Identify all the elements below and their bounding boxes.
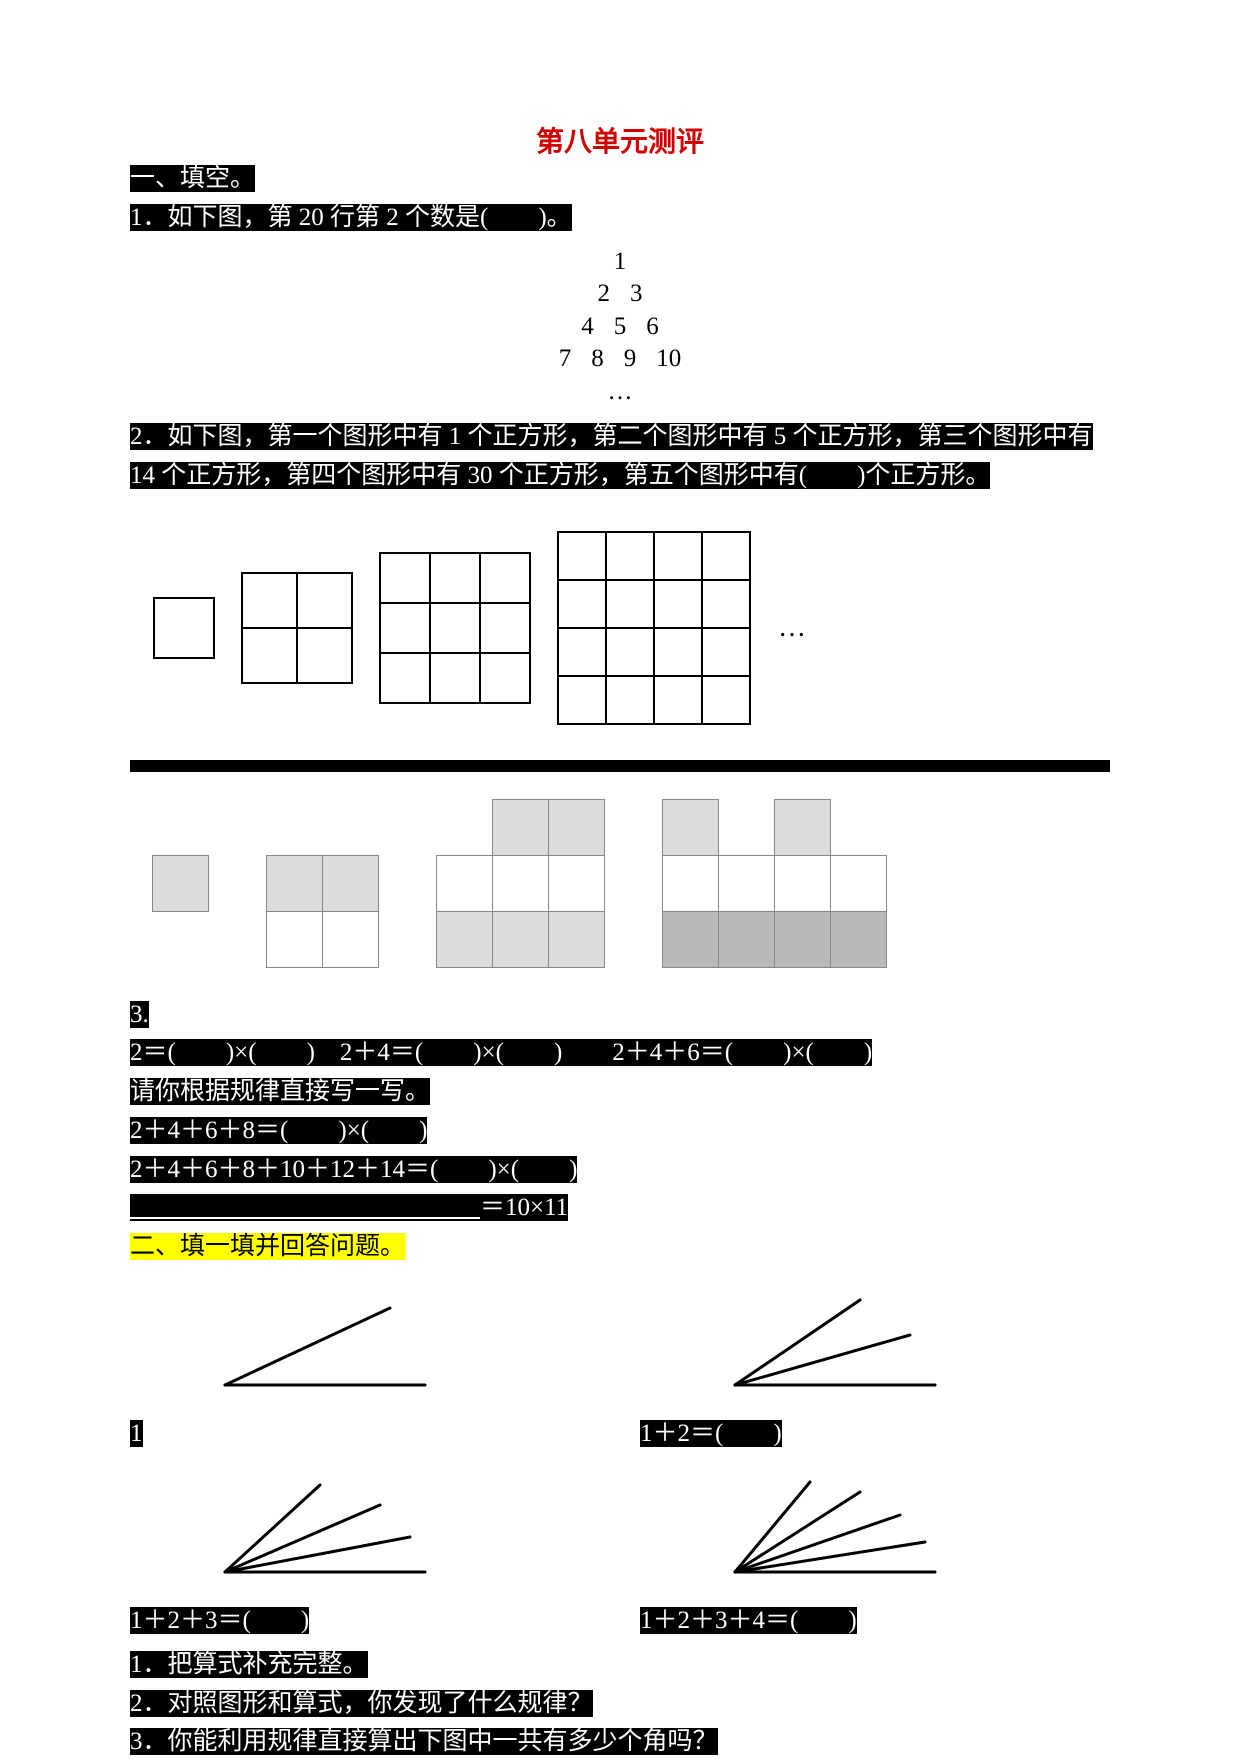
q2-text: 2．如下图，第一个图形中有 1 个正方形，第二个图形中有 5 个正方形，第三个图…: [130, 423, 1093, 489]
q3-line3: 2＋4＋6＋8＝( )×( ): [130, 1117, 427, 1144]
section1-heading: 一、填空。: [130, 165, 255, 192]
p1: 1．把算式补充完整。: [130, 1651, 368, 1678]
number-triangle: 1 23 456 78910 …: [130, 246, 1110, 409]
angle-icon: [700, 1290, 960, 1400]
ellipsis: …: [778, 612, 808, 644]
caption-d: 1＋2＋3＋4＝( ): [640, 1607, 857, 1634]
angle-icon: [700, 1477, 960, 1587]
p2: 2．对照图形和算式，你发现了什么规律？: [130, 1690, 593, 1717]
caption-a: 1: [130, 1420, 143, 1447]
q2-figure: …: [130, 504, 1110, 752]
angle-icon: [190, 1477, 450, 1587]
q3-line1: 2＝( )×( ) 2＋4＝( )×( ) 2＋4＋6＝( )×( ): [130, 1039, 872, 1066]
q3-line4: 2＋4＋6＋8＋10＋12＋14＝( )×( ): [130, 1156, 577, 1183]
q3-figure: [130, 772, 1110, 996]
angle-figures: 1 1＋2＝( ): [130, 1275, 1110, 1640]
angle-icon: [190, 1290, 450, 1400]
q3-number: 3.: [130, 1001, 149, 1028]
caption-c: 1＋2＋3＝( ): [130, 1607, 309, 1634]
q1-text: 1．如下图，第 20 行第 2 个数是( )。: [130, 204, 572, 231]
q3-line2: 请你根据规律直接写一写。: [130, 1078, 430, 1105]
q3-tail: ＝10×11: [480, 1194, 568, 1221]
q3-blank: ____________________________: [130, 1194, 480, 1221]
section2-heading: 二、填一填并回答问题。: [130, 1233, 405, 1260]
page-title: 第八单元测评: [130, 120, 1110, 160]
caption-b: 1＋2＝( ): [640, 1420, 782, 1447]
p3: 3．你能利用规律直接算出下图中一共有多少个角吗？: [130, 1728, 718, 1755]
